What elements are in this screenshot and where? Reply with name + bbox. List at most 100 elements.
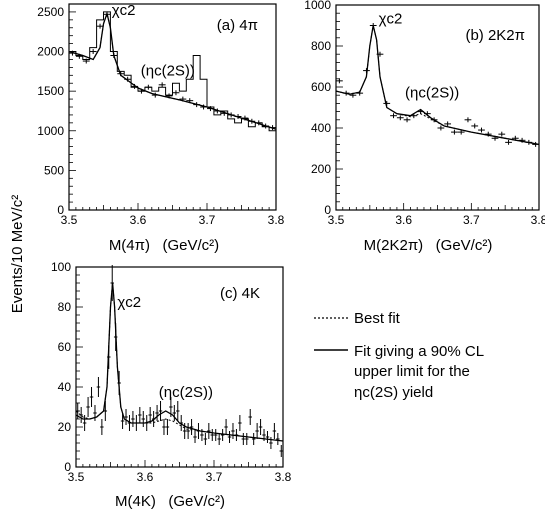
panel-c-annotations: χc2 (ηc(2S)) <box>117 294 213 401</box>
panel-b-data-point <box>336 78 343 84</box>
panel-a-annotations: χc2 (ηc(2S)) <box>112 2 195 79</box>
panel-b-best-fit-curve <box>335 25 540 145</box>
panel-a-data-point <box>158 82 166 88</box>
panel-c-data-point <box>245 433 249 445</box>
panel-c-data-point <box>217 433 221 445</box>
panel-c-data-point <box>220 429 225 441</box>
panel-c-data-point <box>162 419 166 435</box>
panel-c-data-point <box>93 405 97 421</box>
panel-c-data-point <box>255 423 259 439</box>
panel-c-data-point <box>138 407 142 423</box>
panel-b-y-tick-label: 600 <box>311 80 331 94</box>
panel-a-y-tick-label: 0 <box>57 203 64 217</box>
panel-b-label: (b) 2K2π <box>465 27 525 44</box>
panel-a-x-tick-label: 3.8 <box>268 213 285 227</box>
panel-b-annotations: χc2 (ηc(2S)) <box>379 10 460 101</box>
panel-c-x-tick-label: 3.7 <box>206 470 223 484</box>
panel-b-data-point <box>390 113 397 119</box>
panel-a-data-point <box>144 84 152 90</box>
panel-c-y-tick-label: 60 <box>58 340 72 354</box>
panel-c-annotation: (ηc(2S)) <box>159 384 213 401</box>
panel-c-data-point <box>207 423 211 439</box>
panel-c-y-tick-label: 0 <box>64 460 71 474</box>
panel-c-4k: 3.5 3.6 3.7 3.8 0 20 40 60 80 100 (c) 4K M(4K) (G… <box>51 260 292 510</box>
panel-c-y-tick-label: 20 <box>58 420 72 434</box>
panel-c-data-point <box>120 413 125 429</box>
panel-b-x-axis-label: M(2K2π) (GeV/c²) <box>364 237 493 254</box>
panel-a-annotation: (ηc(2S)) <box>141 62 195 79</box>
panel-c-data-point <box>224 419 228 435</box>
panel-c-data-point <box>193 431 197 443</box>
panel-b-x-tick-label: 3.7 <box>463 213 480 227</box>
legend-best-fit-label: Best fit <box>354 310 401 327</box>
panel-a-data-point <box>82 58 90 64</box>
panel-c-data-point <box>241 433 246 445</box>
panel-c-label: (c) 4K <box>220 285 260 302</box>
panel-a-frame <box>68 3 277 211</box>
panel-b-y-tick-label: 0 <box>324 203 331 217</box>
panel-b-data-point <box>437 125 445 131</box>
panel-c-data-point <box>165 419 170 435</box>
panel-c-data-point <box>96 377 101 397</box>
panel-a-data-point <box>89 49 97 55</box>
panel-a-marks <box>68 11 277 132</box>
panel-c-marks <box>75 265 284 457</box>
panel-c-data-point <box>89 387 94 407</box>
panel-a-annotation: χc2 <box>112 2 136 19</box>
panel-a-y-tick-label: 2500 <box>37 5 64 19</box>
panel-b-x-tick-label: 3.8 <box>531 213 545 227</box>
panel-c-data-point <box>276 433 280 445</box>
panel-b-x-tick-label: 3.5 <box>328 213 345 227</box>
panel-c-data-point <box>100 419 104 435</box>
panel-b-annotation: χc2 <box>379 10 403 27</box>
panel-b-data-point <box>396 115 404 121</box>
panel-c-annotation: χc2 <box>117 294 141 311</box>
panel-a-y-tick-label: 1000 <box>37 124 64 138</box>
panel-a-data-point <box>96 23 104 29</box>
shared-y-axis-label: Events/10 MeV/c² <box>9 195 26 313</box>
panel-a-x-tick-label: 3.7 <box>199 213 216 227</box>
panel-b-y-tick-label: 200 <box>311 162 331 176</box>
panel-b-data-point <box>444 121 452 127</box>
panel-c-best-fit-curve <box>75 282 284 442</box>
panel-c-data-point <box>131 411 135 427</box>
panel-c-data-point <box>265 431 270 443</box>
panel-b-annotation: (ηc(2S)) <box>405 84 459 101</box>
panel-a-best-fit-curve <box>68 11 277 130</box>
panel-a-y-tick-label: 500 <box>44 163 64 177</box>
panel-c-data-point <box>210 429 214 441</box>
panel-c-x-tick-label: 3.6 <box>137 470 154 484</box>
panel-c-x-tick-label: 3.5 <box>68 470 85 484</box>
legend-upper-limit-line-2: upper limit for the <box>354 363 470 380</box>
panel-a-y-tick-label: 2000 <box>37 45 64 59</box>
panel-c-data-point <box>203 433 208 445</box>
panel-b-y-tick-label: 800 <box>311 39 331 53</box>
panel-a-y-tick-label: 1500 <box>37 84 64 98</box>
panel-c-data-point <box>82 415 87 431</box>
panel-c-data-point <box>214 429 218 441</box>
panel-c-data-point <box>251 433 256 445</box>
panel-c-data-point <box>148 407 152 423</box>
panel-c-data-point <box>272 423 277 439</box>
panel-b-x-tick-label: 3.6 <box>395 213 412 227</box>
panel-c-y-tick-label: 40 <box>58 380 72 394</box>
panel-b-2k2pi: 3.5 3.6 3.7 3.8 0 200 400 600 800 1000 (b) 2K2π M… <box>304 0 545 254</box>
panel-b-data-point <box>403 117 411 123</box>
panel-c-data-point <box>269 437 273 449</box>
panel-c-data-point <box>124 409 128 425</box>
panel-b-data-point <box>498 131 506 137</box>
panel-a-histogram <box>69 11 276 132</box>
panel-c-data-point <box>158 401 163 421</box>
panel-a-data-point <box>172 90 180 96</box>
legend: Best fit Fit giving a 90% CL upper limit… <box>314 310 484 401</box>
panel-c-data-point <box>172 405 177 421</box>
panel-c-y-tick-label: 80 <box>58 300 72 314</box>
panel-c-data-point <box>186 423 190 439</box>
panel-b-y-tick-label: 400 <box>311 121 331 135</box>
panel-b-frame <box>335 4 540 211</box>
panel-b-data-point <box>505 139 512 145</box>
panel-c-x-axis-label: M(4K) (GeV/c²) <box>115 493 225 510</box>
panel-b-data-point <box>478 127 485 133</box>
